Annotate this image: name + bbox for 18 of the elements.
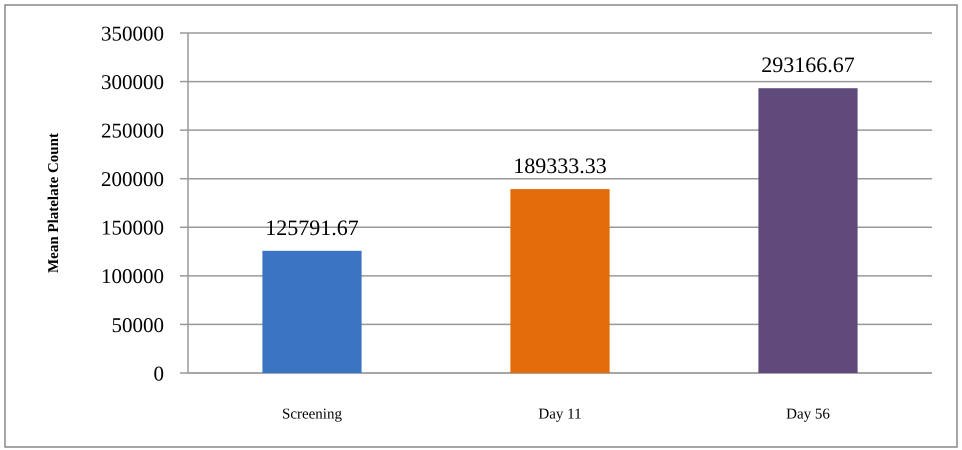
y-tick-label: 100000: [101, 264, 164, 288]
x-tick-label: Day 11: [538, 406, 582, 422]
x-tick-label: Screening: [282, 406, 342, 422]
y-tick-label: 350000: [101, 21, 164, 46]
y-tick-label: 0: [154, 361, 164, 386]
y-tick-label: 250000: [101, 118, 164, 142]
y-tick-label: 50000: [112, 312, 164, 337]
data-label: 293166.67: [761, 52, 855, 78]
data-label: 125791.67: [265, 214, 359, 240]
y-tick-label: 300000: [101, 70, 164, 94]
y-tick-label: 150000: [101, 216, 164, 240]
y-axis-title: Mean Platelate Count: [46, 133, 62, 273]
data-label: 189333.33: [513, 153, 607, 178]
bar: [510, 189, 610, 373]
bar: [262, 250, 362, 373]
y-tick-label: 200000: [101, 167, 164, 192]
bar: [758, 88, 858, 373]
x-tick-label: Day 56: [786, 406, 830, 422]
